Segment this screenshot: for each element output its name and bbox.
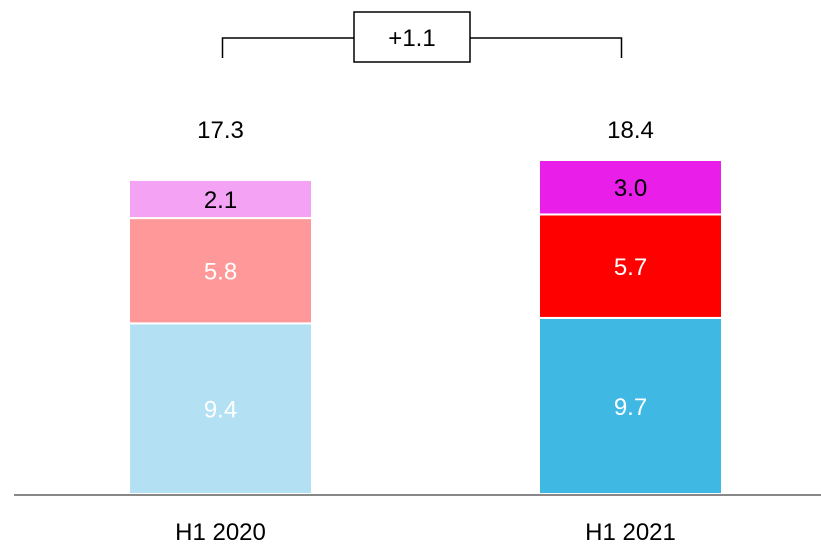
data-label: 5.7 xyxy=(614,254,647,281)
difference-label: +1.1 xyxy=(388,25,435,52)
difference-bracket-right xyxy=(470,37,623,58)
difference-bracket-left xyxy=(221,37,354,58)
x-tick-label: H1 2020 xyxy=(175,519,266,546)
bar-segment xyxy=(128,322,313,495)
bar-segment xyxy=(538,159,723,216)
bar-segment xyxy=(128,217,313,325)
total-label: 18.4 xyxy=(607,117,654,144)
x-tick-label: H1 2021 xyxy=(585,519,676,546)
data-label: 5.8 xyxy=(204,259,237,286)
bar-segment xyxy=(128,178,313,220)
bar-segment xyxy=(538,316,723,495)
data-label: 3.0 xyxy=(614,175,647,202)
total-label: 17.3 xyxy=(197,117,244,144)
data-label: 2.1 xyxy=(204,187,237,214)
difference-box xyxy=(353,11,471,63)
bar-segment xyxy=(538,213,723,319)
data-label: 9.7 xyxy=(614,394,647,421)
data-label: 9.4 xyxy=(204,397,237,424)
